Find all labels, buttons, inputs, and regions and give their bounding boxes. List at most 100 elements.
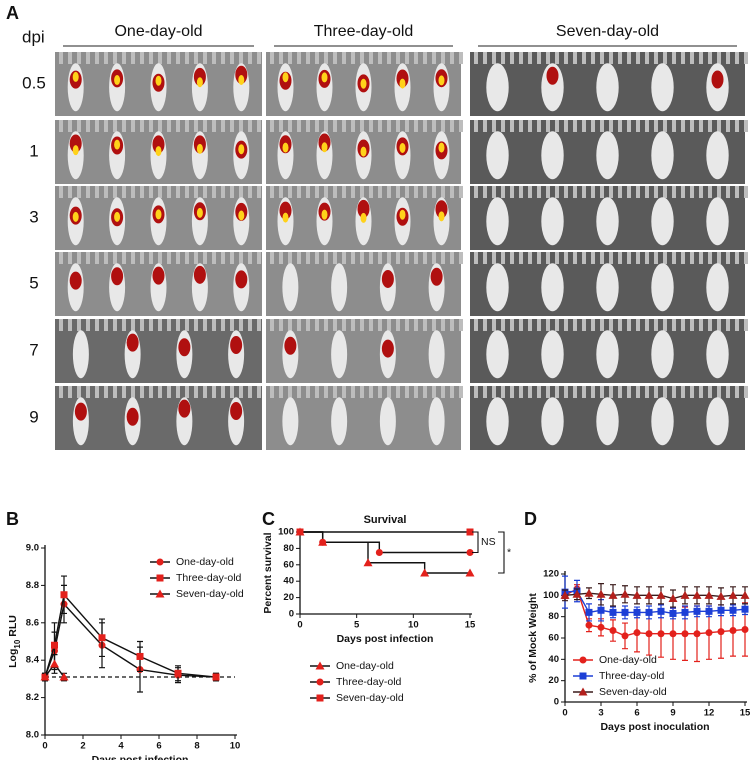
column-header: One-day-old xyxy=(114,23,202,40)
holder-bar xyxy=(528,386,532,398)
holder-bar xyxy=(324,319,328,331)
holder-bar xyxy=(149,186,153,198)
holder-bar xyxy=(113,120,117,132)
holder-bar xyxy=(690,252,694,264)
holder-bar xyxy=(423,319,427,331)
holder-bar xyxy=(360,186,364,198)
marker xyxy=(705,607,713,615)
holder-bar xyxy=(519,252,523,264)
holder-bar xyxy=(414,52,418,64)
holder-bar xyxy=(149,52,153,64)
holder-bar xyxy=(324,52,328,64)
holder-bar xyxy=(212,252,216,264)
holder-bar xyxy=(315,52,319,64)
marker xyxy=(681,630,689,638)
holder-bar xyxy=(86,120,90,132)
holder-bar xyxy=(645,252,649,264)
holder-bar xyxy=(600,120,604,132)
holder-bar xyxy=(573,120,577,132)
holder-bar xyxy=(681,120,685,132)
holder-bar xyxy=(396,120,400,132)
holder-bar xyxy=(735,52,739,64)
holder-bar xyxy=(176,52,180,64)
mouse xyxy=(486,330,509,379)
y-axis-label: Percent survival xyxy=(262,532,274,613)
holder-bar xyxy=(717,186,721,198)
holder-bar xyxy=(423,120,427,132)
holder-bar xyxy=(459,319,463,331)
marker xyxy=(633,629,641,637)
holder-bar xyxy=(735,186,739,198)
holder-bar xyxy=(537,386,541,398)
holder-bar xyxy=(396,319,400,331)
signal xyxy=(284,336,297,355)
signal-core xyxy=(321,72,328,83)
legend-label: Three-day-old xyxy=(176,572,242,584)
y-tick-label: 80 xyxy=(283,543,294,554)
holder-bar xyxy=(387,252,391,264)
holder-bar xyxy=(158,386,162,398)
holder-bar xyxy=(744,319,748,331)
holder-bar xyxy=(113,186,117,198)
marker xyxy=(466,528,474,536)
holder-bar xyxy=(95,252,99,264)
holder-bar xyxy=(297,319,301,331)
mouse xyxy=(541,330,564,379)
marker xyxy=(609,608,617,616)
holder-bar xyxy=(555,252,559,264)
mouse xyxy=(651,63,674,112)
holder-bar xyxy=(405,186,409,198)
holder-bar xyxy=(167,120,171,132)
holder-bar xyxy=(459,386,463,398)
holder-bar xyxy=(546,52,550,64)
holder-bar xyxy=(432,252,436,264)
holder-bar xyxy=(510,120,514,132)
marker xyxy=(680,590,690,599)
signal-core xyxy=(155,209,162,220)
holder-bar xyxy=(726,52,730,64)
series-line xyxy=(44,602,217,678)
signal-core xyxy=(399,142,406,153)
holder-bar xyxy=(717,120,721,132)
holder-bar xyxy=(315,319,319,331)
marker xyxy=(692,590,702,599)
holder-bar xyxy=(131,319,135,331)
holder-bar xyxy=(203,186,207,198)
y-tick-label: 40 xyxy=(548,654,559,665)
marker xyxy=(136,652,144,660)
holder-bar xyxy=(351,252,355,264)
holder-bar xyxy=(582,319,586,331)
y-tick-label: 120 xyxy=(543,569,559,580)
x-axis-label: Days post inoculation xyxy=(600,721,709,733)
holder-bar xyxy=(333,252,337,264)
holder-bar xyxy=(315,120,319,132)
holder-bar xyxy=(306,319,310,331)
marker xyxy=(741,605,749,613)
holder-bar xyxy=(167,186,171,198)
mouse xyxy=(706,397,729,446)
legend-marker xyxy=(156,558,164,566)
holder-bar xyxy=(288,52,292,64)
holder-bar xyxy=(519,386,523,398)
series-line xyxy=(564,592,745,600)
holder-bar xyxy=(369,252,373,264)
marker xyxy=(633,608,641,616)
holder-bar xyxy=(176,386,180,398)
holder-bar xyxy=(726,186,730,198)
holder-bar xyxy=(600,52,604,64)
x-tick-label: 10 xyxy=(230,741,241,752)
holder-bar xyxy=(645,186,649,198)
holder-bar xyxy=(68,319,72,331)
holder-bar xyxy=(387,186,391,198)
mouse xyxy=(651,397,674,446)
holder-bar xyxy=(185,120,189,132)
holder-bar xyxy=(441,186,445,198)
marker xyxy=(60,591,68,599)
holder-bar xyxy=(627,252,631,264)
holder-bar xyxy=(600,319,604,331)
holder-bar xyxy=(369,120,373,132)
y-tick-label: 8.4 xyxy=(26,655,40,666)
mouse xyxy=(596,63,619,112)
holder-bar xyxy=(744,186,748,198)
holder-bar xyxy=(492,386,496,398)
